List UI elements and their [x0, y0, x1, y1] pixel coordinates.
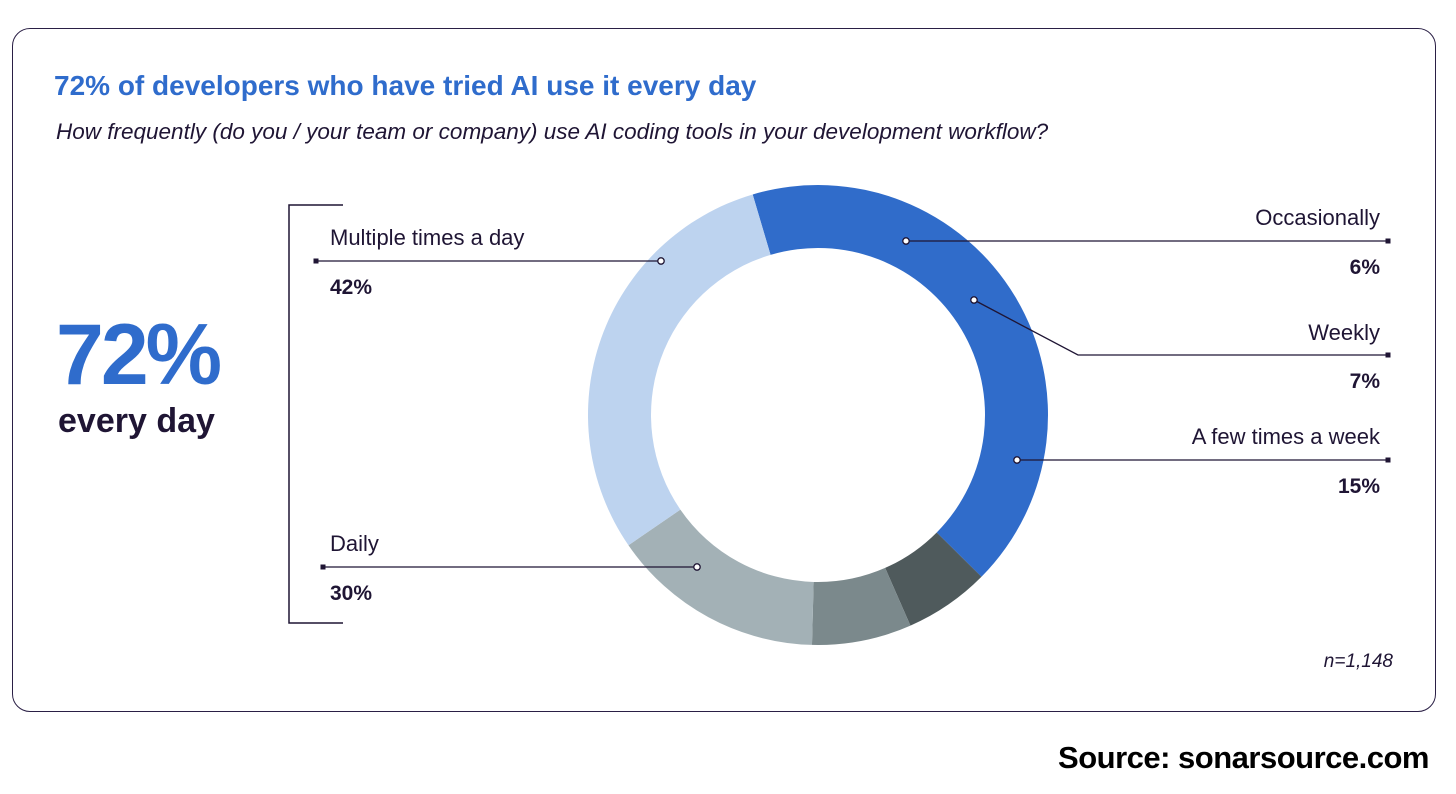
- donut-slice-weekly: [811, 567, 911, 645]
- leader-end-daily: [320, 564, 326, 570]
- leader-end-weekly: [1385, 352, 1391, 358]
- highlight-caption: every day: [58, 402, 215, 440]
- donut-slice-a-few-times-a-week: [628, 509, 814, 645]
- leader-dot-occasionally: [902, 237, 910, 245]
- donut-slice-multiple-times-a-day: [752, 185, 1048, 577]
- highlight-value: 72%: [56, 307, 222, 403]
- leader-dot-weekly: [970, 296, 978, 304]
- chart-title: 72% of developers who have tried AI use …: [54, 70, 757, 101]
- chart-subtitle: How frequently (do you / your team or co…: [56, 119, 1049, 144]
- leader-end-a-few-times-a-week: [1385, 457, 1391, 463]
- slice-value-weekly: 7%: [1349, 370, 1380, 393]
- donut-slices: [588, 185, 1048, 645]
- leader-dot-daily: [693, 563, 701, 571]
- leader-lines: [313, 237, 1391, 571]
- leader-dot-multiple-times-a-day: [657, 257, 665, 265]
- donut-slice-daily: [588, 194, 771, 546]
- leader-end-occasionally: [1385, 238, 1391, 244]
- source-credit: Source: sonarsource.com: [1058, 740, 1429, 775]
- sample-size: n=1,148: [1323, 651, 1393, 672]
- slice-label-a-few-times-a-week: A few times a week: [1191, 424, 1380, 449]
- slice-value-daily: 30%: [330, 582, 373, 605]
- slice-value-multiple-times-a-day: 42%: [330, 276, 373, 299]
- slice-label-occasionally: Occasionally: [1255, 205, 1380, 230]
- slice-label-multiple-times-a-day: Multiple times a day: [330, 225, 525, 250]
- leader-line-weekly: [973, 299, 1388, 356]
- slice-label-weekly: Weekly: [1308, 320, 1380, 345]
- donut-slice-occasionally: [885, 532, 982, 626]
- slice-value-a-few-times-a-week: 15%: [1337, 475, 1380, 498]
- leader-end-multiple-times-a-day: [313, 258, 319, 264]
- leader-dot-a-few-times-a-week: [1013, 456, 1021, 464]
- slice-value-occasionally: 6%: [1349, 256, 1380, 279]
- slice-label-daily: Daily: [330, 531, 379, 556]
- group-bracket: [288, 204, 343, 624]
